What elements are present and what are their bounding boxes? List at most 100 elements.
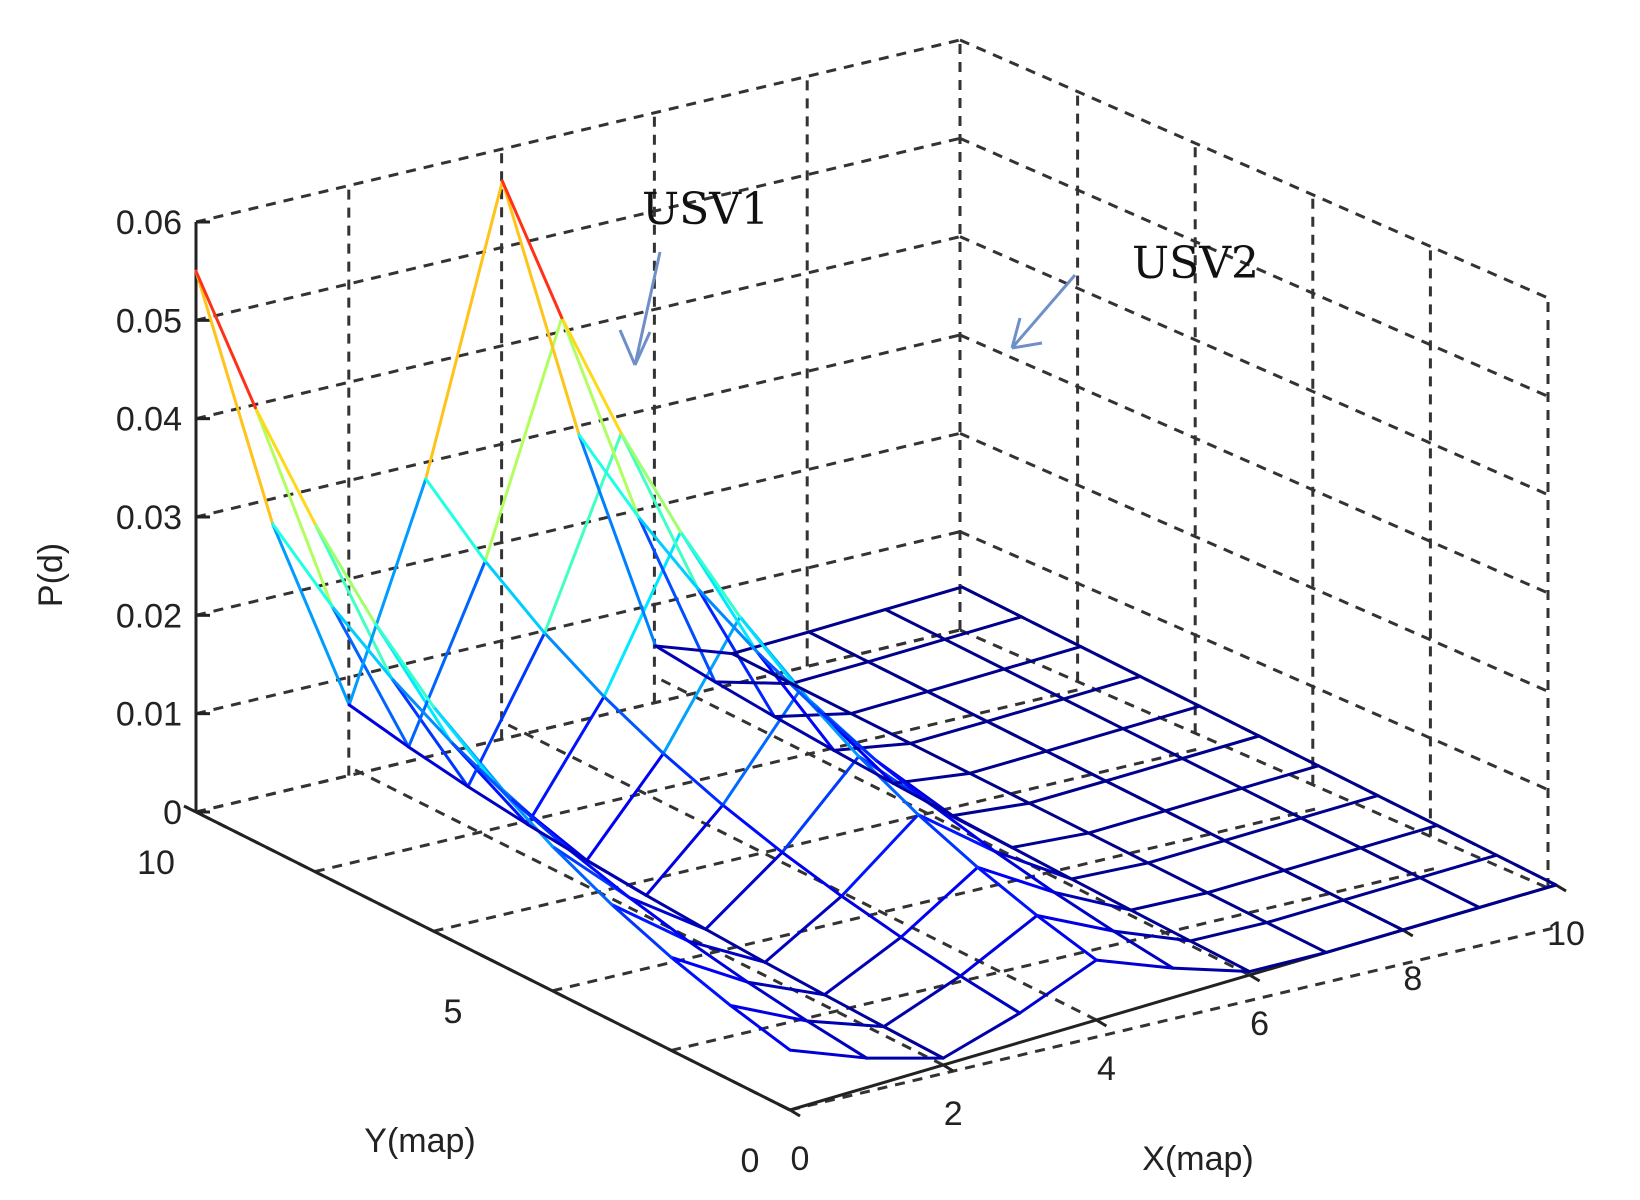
mesh-segment <box>1019 615 1083 649</box>
mesh-segment <box>550 844 614 907</box>
mesh-segment <box>883 585 964 611</box>
mesh-segment <box>780 850 844 898</box>
usv2-arrow <box>1010 274 1077 350</box>
mesh-segment <box>1477 883 1558 909</box>
mesh-segment <box>619 431 683 534</box>
z-tick-label: 0.03 <box>116 499 182 537</box>
mesh-segment <box>891 771 972 785</box>
grid-line <box>959 628 1549 890</box>
grid-line <box>195 333 961 519</box>
mesh-segment <box>508 797 572 852</box>
mesh-segment <box>1376 794 1439 827</box>
mesh-segment <box>1104 779 1167 813</box>
grid-line <box>195 530 961 716</box>
mesh-segment <box>713 680 776 719</box>
mesh-segment <box>1129 908 1192 943</box>
x-tick-label: 2 <box>944 1095 963 1133</box>
grid-line <box>195 38 961 224</box>
mesh-segment <box>271 522 334 608</box>
mesh-segment <box>407 559 487 749</box>
mesh-segment <box>1052 890 1133 912</box>
mesh-segment <box>790 660 870 686</box>
mesh-segment <box>1401 906 1481 932</box>
grid-line <box>195 628 961 814</box>
mesh-segment <box>389 676 453 744</box>
x-tick-label: 8 <box>1403 960 1422 998</box>
mesh-segment <box>1104 757 1184 783</box>
y-tick-label: 10 <box>137 844 175 882</box>
usv1-annotation: USV1 <box>642 184 769 235</box>
mesh-segment <box>627 895 708 931</box>
mesh-segment <box>1129 891 1209 912</box>
mesh-segment <box>951 814 1014 850</box>
tick-labels: 0 0.01 0.02 0.03 0.04 0.05 0.06 0 2 4 6 8 10 0 5 10 <box>116 204 1585 1180</box>
x-tick <box>789 1108 801 1118</box>
mesh-segment <box>424 179 504 481</box>
x-tick-label: 0 <box>791 1140 810 1178</box>
mesh-segment <box>432 705 495 783</box>
grid-line <box>959 431 1549 693</box>
mesh-segment <box>960 585 1023 619</box>
mesh-segment <box>958 914 1039 978</box>
mesh-segment <box>738 615 801 693</box>
mesh-segment <box>730 652 794 686</box>
grid-line <box>195 235 961 421</box>
mesh-segment <box>372 620 436 709</box>
mesh-segment <box>822 993 886 1029</box>
mesh-segment <box>1265 921 1328 954</box>
mesh-segment <box>1052 890 1116 933</box>
mesh-segment <box>908 741 972 775</box>
mesh-segment <box>1282 846 1363 872</box>
mesh-segment <box>1359 846 1422 880</box>
y-tick-label: 0 <box>741 1142 760 1180</box>
mesh-segment <box>891 781 955 818</box>
mesh-segment <box>840 894 903 939</box>
mesh-segment <box>644 893 708 931</box>
mesh-segment <box>1188 939 1252 974</box>
usv1-arrow <box>618 251 662 366</box>
mesh-segment <box>916 813 997 853</box>
mesh-segment <box>1299 816 1363 850</box>
mesh-segment <box>669 955 750 984</box>
z-axis-label: P(d) <box>32 543 70 607</box>
mesh-segment <box>1069 861 1150 881</box>
mesh-segment <box>1205 868 1286 895</box>
mesh-segment <box>849 712 912 745</box>
mesh-segment <box>1171 966 1252 974</box>
grid-line <box>654 675 1251 977</box>
mesh-segment <box>1138 674 1202 708</box>
mesh-segment <box>1316 764 1380 798</box>
mesh-segment <box>654 644 734 656</box>
mesh-segment <box>1341 898 1405 932</box>
grid-line <box>348 765 944 1067</box>
mesh-segment <box>1223 816 1303 843</box>
mesh-segment <box>916 813 980 869</box>
mesh-segment <box>483 316 564 563</box>
mesh-segment <box>866 637 947 664</box>
mesh-segment <box>1495 853 1558 887</box>
mesh-segment <box>1359 823 1439 850</box>
mesh-segment <box>1112 929 1192 943</box>
mesh-segment <box>686 939 767 964</box>
mesh-segment <box>661 752 725 807</box>
mesh-segment <box>1044 749 1108 783</box>
grid-line <box>314 688 1080 874</box>
grid-line <box>195 136 961 322</box>
mesh-segment <box>926 690 989 723</box>
mesh-segment <box>882 974 962 1029</box>
mesh-segment <box>449 740 512 801</box>
mesh-segment <box>500 179 564 320</box>
z-tick-label: 0.02 <box>116 597 182 635</box>
grid-line <box>195 431 961 617</box>
mesh-segment <box>1121 704 1202 731</box>
mesh-segment <box>807 608 887 634</box>
mesh-segment <box>1018 958 1098 1015</box>
grid-line <box>501 720 1098 1022</box>
mesh-segment <box>483 559 547 635</box>
axes-layer <box>183 220 1567 1118</box>
mesh-segment <box>1163 809 1227 843</box>
mesh-segment <box>857 754 920 817</box>
mesh-segment <box>772 712 853 719</box>
grid-layer <box>194 38 1557 1112</box>
z-tick-label: 0.04 <box>116 401 182 439</box>
